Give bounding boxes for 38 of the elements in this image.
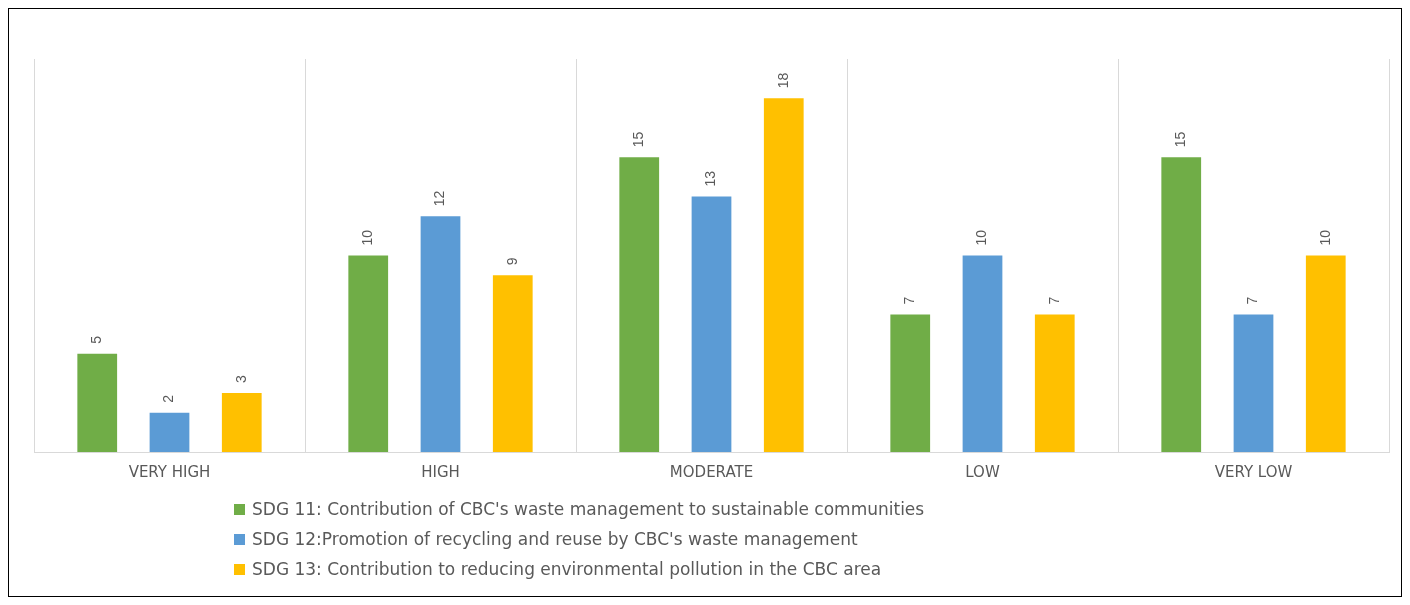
data-label: 10 [359, 229, 376, 246]
data-label: 10 [973, 229, 990, 246]
bar [348, 255, 389, 452]
data-label: 7 [901, 296, 918, 305]
x-tick-label: VERY LOW [1214, 462, 1293, 481]
data-label: 5 [88, 335, 105, 344]
x-tick-label: VERY HIGH [128, 462, 211, 481]
data-label: 7 [1045, 296, 1062, 305]
bar [890, 314, 931, 452]
bar [1034, 314, 1075, 452]
legend-label: SDG 12:Promotion of recycling and reuse by CBC's waste management [252, 529, 858, 549]
bar [1161, 157, 1202, 452]
data-label: 3 [232, 375, 249, 384]
bar [77, 353, 118, 452]
data-label: 12 [431, 190, 448, 207]
bar [763, 98, 804, 452]
legend-label: SDG 13: Contribution to reducing environmental pollution in the CBC area [252, 559, 882, 579]
data-label: 15 [1172, 131, 1189, 148]
x-tick-label: LOW [965, 462, 1000, 481]
data-label: 15 [630, 131, 647, 148]
bar [962, 255, 1003, 452]
data-label: 13 [702, 170, 719, 187]
data-label: 18 [774, 72, 791, 89]
x-tick-label: MODERATE [669, 462, 754, 481]
bar [691, 196, 732, 452]
data-label: 10 [1316, 229, 1333, 246]
bar [492, 275, 533, 452]
data-label: 2 [160, 394, 177, 403]
bar [221, 393, 262, 452]
bar [420, 216, 461, 452]
bar [1233, 314, 1274, 452]
legend-label: SDG 11: Contribution of CBC's waste management to sustainable communities [252, 499, 925, 519]
data-label: 7 [1244, 296, 1261, 305]
data-label: 9 [503, 257, 520, 266]
bar [149, 412, 190, 452]
x-tick-label: HIGH [421, 462, 460, 481]
bar [619, 157, 660, 452]
bar [1305, 255, 1346, 452]
